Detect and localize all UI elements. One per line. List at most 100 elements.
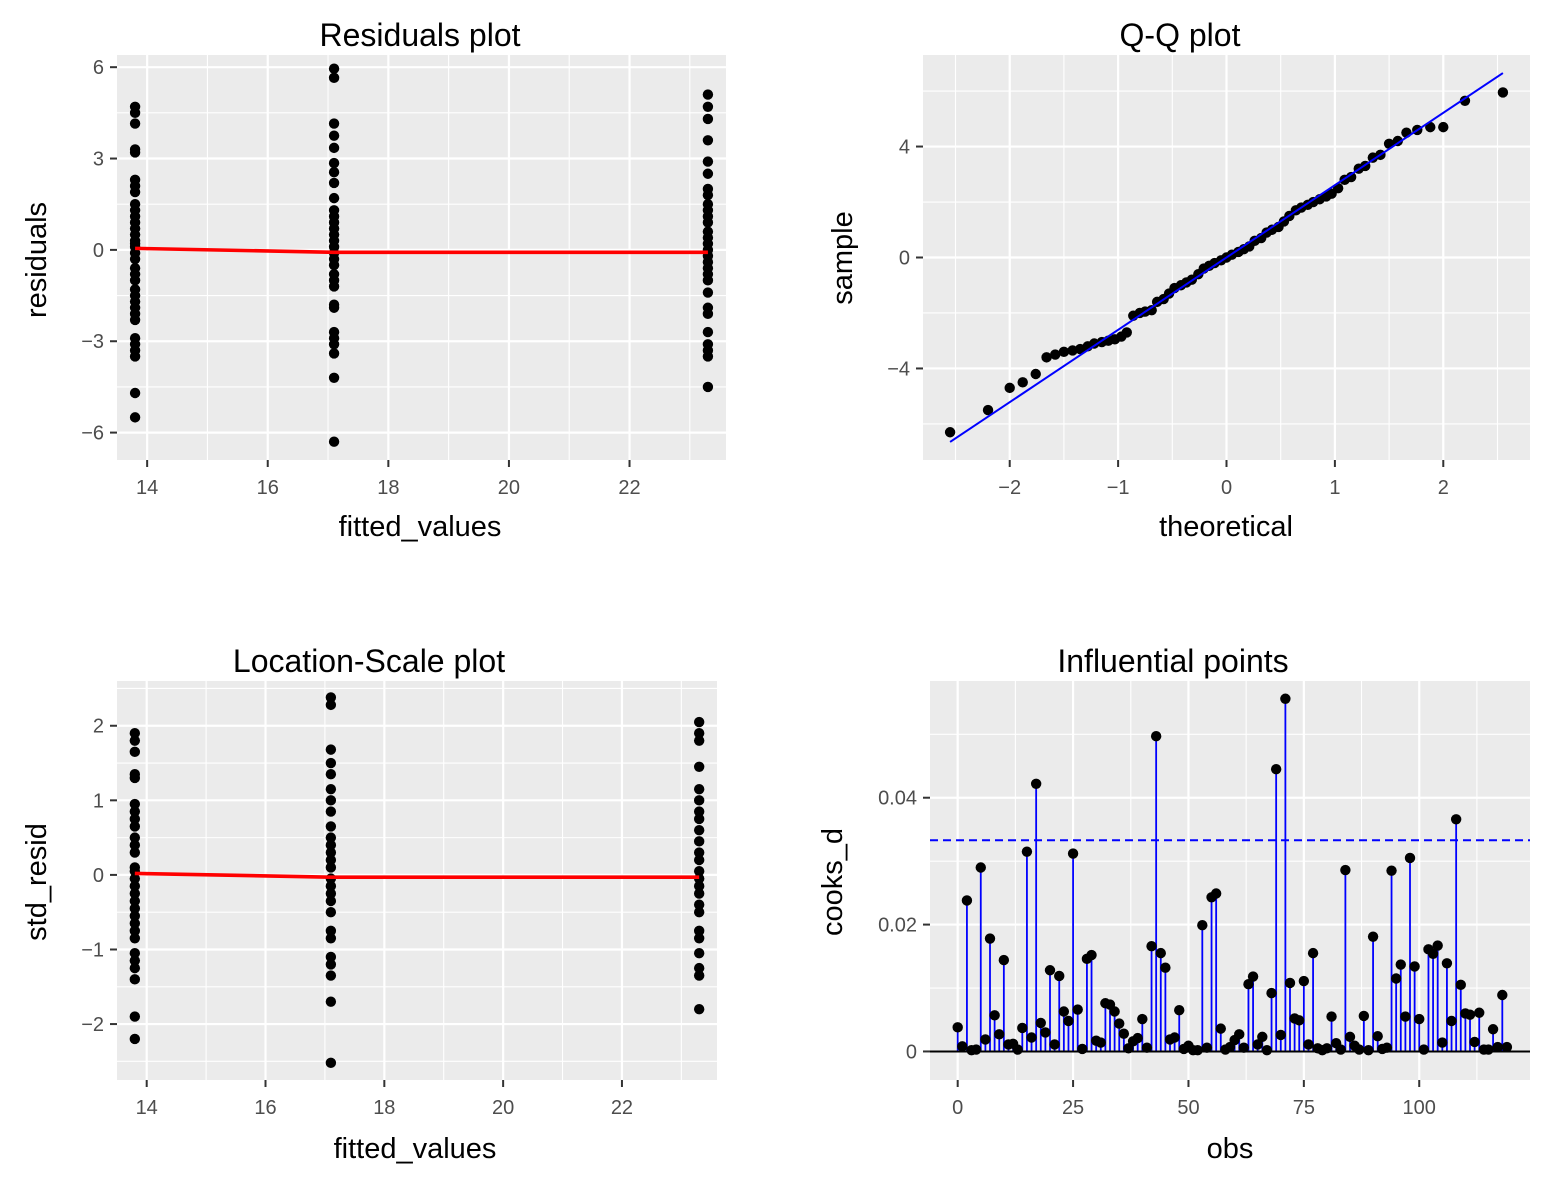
location-scale-point [693,735,705,746]
location-scale-panel: Location-Scale plot fitted_values std_re… [21,643,717,1165]
residuals-point [702,168,714,179]
influential-point [1201,1042,1213,1053]
location-scale-point [325,839,337,851]
location-scale-marks [129,692,705,1069]
residuals-point [129,351,141,362]
location-scale-point [693,806,705,817]
qq-point [1438,121,1449,133]
residuals-plot-title: Residuals plot [320,17,521,53]
location-scale-point [129,962,141,974]
location-scale-point [129,847,141,858]
location-scale-plot-title: Location-Scale plot [233,643,505,679]
residuals-point [702,101,714,112]
influential-point [1114,1018,1125,1029]
location-scale-point [325,847,337,858]
location-scale-point [325,933,337,944]
location-scale-point [693,1003,705,1015]
location-scale-point [325,925,337,937]
influential-point [1303,1039,1314,1050]
influential-point [984,933,996,944]
influential-x-tick-label: 25 [1062,1097,1084,1119]
qq-point [1459,95,1471,106]
location-scale-y-tick-label: −2 [81,1014,104,1036]
location-scale-x-tick-label: 20 [492,1097,514,1119]
location-scale-point [325,996,337,1007]
residuals-point [129,253,141,265]
residuals-y-tick-label: 3 [93,149,104,171]
location-scale-point [129,933,141,944]
location-scale-point [325,795,337,806]
influential-x-tick-label: 100 [1403,1097,1436,1119]
residuals-point [129,147,141,158]
location-scale-point [325,888,337,899]
residuals-x-tick-label: 16 [257,477,279,499]
influential-y-tick-label: 0.04 [878,788,917,810]
influential-point [1030,778,1042,789]
location-scale-point [129,1033,141,1045]
location-scale-point [129,895,141,907]
location-scale-point [325,744,337,755]
residuals-x-tick-label: 14 [136,477,158,499]
qq-y-tick-label: 4 [899,137,910,159]
residuals-point [129,412,141,423]
influential-point [1404,852,1416,864]
residuals-y-tick-label: 6 [93,57,104,79]
influential-point [1215,1023,1226,1034]
influential-point [1067,848,1079,859]
location-scale-x-tick-label: 22 [611,1097,633,1119]
location-scale-point [325,821,337,832]
location-scale-y-tick-label: 0 [93,865,104,887]
location-scale-y-tick-label: −1 [81,939,104,961]
influential-point [970,1044,982,1055]
influential-point [1146,940,1157,952]
residuals-point [129,387,141,399]
qq-reference-line [949,72,1504,443]
location-scale-y-tick-label: 2 [93,716,104,738]
location-scale-point [693,795,705,806]
residuals-y-tick-label: −6 [81,423,104,445]
influential-point [1390,973,1402,984]
location-scale-point [693,888,705,899]
influential-point [1437,1037,1448,1048]
location-scale-point [325,769,337,780]
influential-point [1298,975,1310,987]
location-scale-y-tick-label: 1 [93,790,104,812]
influential-point [1132,1032,1143,1044]
location-scale-point [325,880,337,892]
location-scale-point [129,974,141,985]
influential-point [1160,962,1171,973]
qq-point [944,427,956,438]
qq-y-axis-title: sample [827,211,859,305]
residuals-point [702,156,714,167]
location-scale-point [693,854,705,866]
qq-plot-title: Q-Q plot [1120,17,1241,53]
influential-point [1354,1044,1365,1055]
residuals-point [328,372,340,383]
influential-point [1077,1043,1088,1055]
qq-point [1497,87,1509,98]
location-scale-point [129,925,141,937]
residuals-marks [129,63,714,447]
influential-point [1501,1041,1513,1053]
residuals-point [129,275,141,286]
residuals-point [328,142,340,154]
influential-x-tick-label: 0 [952,1097,963,1119]
location-scale-point [129,772,141,784]
location-scale-x-tick-label: 14 [136,1097,158,1119]
influential-point [1432,940,1443,951]
location-scale-point [129,839,141,851]
qq-point [1121,327,1132,338]
influential-point [1026,1032,1037,1043]
influential-point [1234,1029,1245,1040]
influential-point [998,954,1010,966]
residuals-point [328,118,340,129]
location-scale-point [325,906,337,918]
influential-point [1446,1015,1457,1027]
influential-x-tick-label: 75 [1293,1097,1315,1119]
influential-point [1321,1043,1333,1054]
location-scale-point [693,728,705,739]
influential-point [1012,1044,1023,1055]
location-scale-point [693,836,705,847]
residuals-point [702,308,714,320]
location-scale-point [325,832,337,843]
